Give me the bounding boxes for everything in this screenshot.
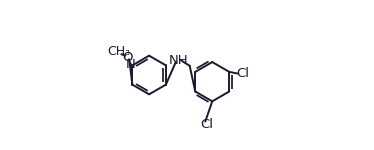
Text: N: N <box>126 58 135 71</box>
Text: NH: NH <box>168 54 188 67</box>
Text: Cl: Cl <box>236 67 249 80</box>
Text: Cl: Cl <box>200 118 214 130</box>
Text: O: O <box>122 51 132 64</box>
Text: CH₃: CH₃ <box>107 45 130 58</box>
